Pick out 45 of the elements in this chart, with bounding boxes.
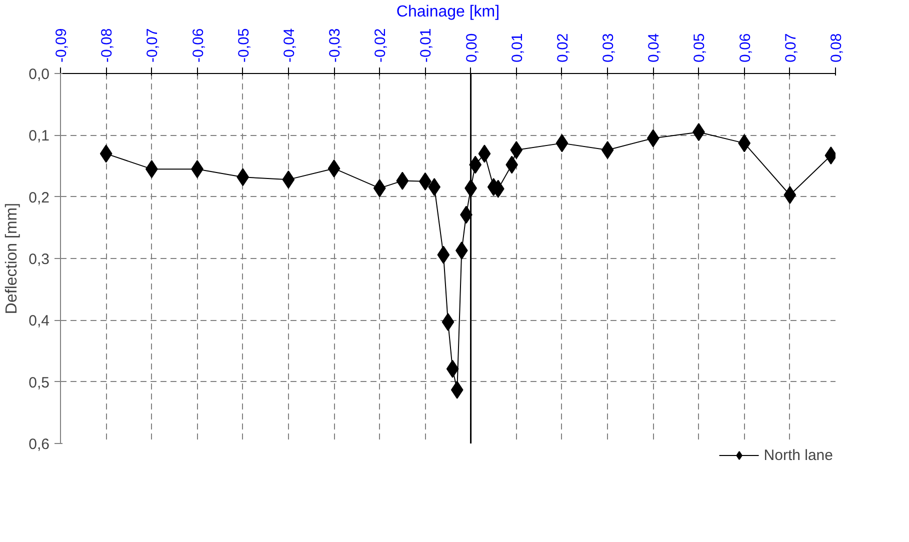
point [442,313,454,332]
x-tick-label: -0,01 [418,28,435,62]
y-tick-label: 0,4 [28,312,50,330]
y-tick-label: 0,6 [28,436,50,453]
y-tick-label: 0,2 [28,189,50,206]
x-tick-label: 0,05 [691,33,708,62]
y-tick-label: 0,5 [28,374,50,392]
y-tick-label: 0,3 [28,251,50,268]
x-tick-label: 0,07 [782,33,800,62]
point [396,172,409,190]
x-tick-label: 0,00 [463,33,480,62]
point [373,179,386,198]
point [446,360,459,378]
point [100,144,112,163]
point [478,144,491,163]
x-tick-label: -0,03 [326,28,344,62]
x-tick-label: -0,05 [235,28,252,62]
x-tick-label: -0,06 [190,28,207,62]
x-tick-label: -0,02 [372,28,390,62]
point [328,159,340,178]
point [469,156,482,174]
point [282,170,295,189]
point [601,140,614,159]
x-tick-label: 0,02 [554,33,572,62]
point [556,134,568,152]
x-tick-label: 0,04 [646,33,663,62]
point [646,129,660,148]
point [784,186,796,204]
x-tick-label: 0,01 [508,33,526,62]
x-tick-label: 0,08 [828,33,845,62]
point [236,168,250,186]
x-tick-label: -0,09 [53,28,70,62]
point [450,380,464,399]
point [510,140,523,159]
point [437,246,450,264]
legend-label: North lane [764,446,833,464]
y-tick-label: 0,1 [28,128,50,145]
y-tick-label: 0,0 [28,66,50,83]
x-tick-label: -0,08 [98,28,116,62]
x-tick-label: -0,04 [280,28,298,62]
x-tick-label: -0,07 [144,28,162,62]
x-tick-label: 0,06 [736,33,754,62]
x-tick-label: 0,03 [600,33,618,62]
x-axis-title: Chainage [km] [396,3,500,20]
y-axis-title: Deflection [mm] [4,202,21,314]
